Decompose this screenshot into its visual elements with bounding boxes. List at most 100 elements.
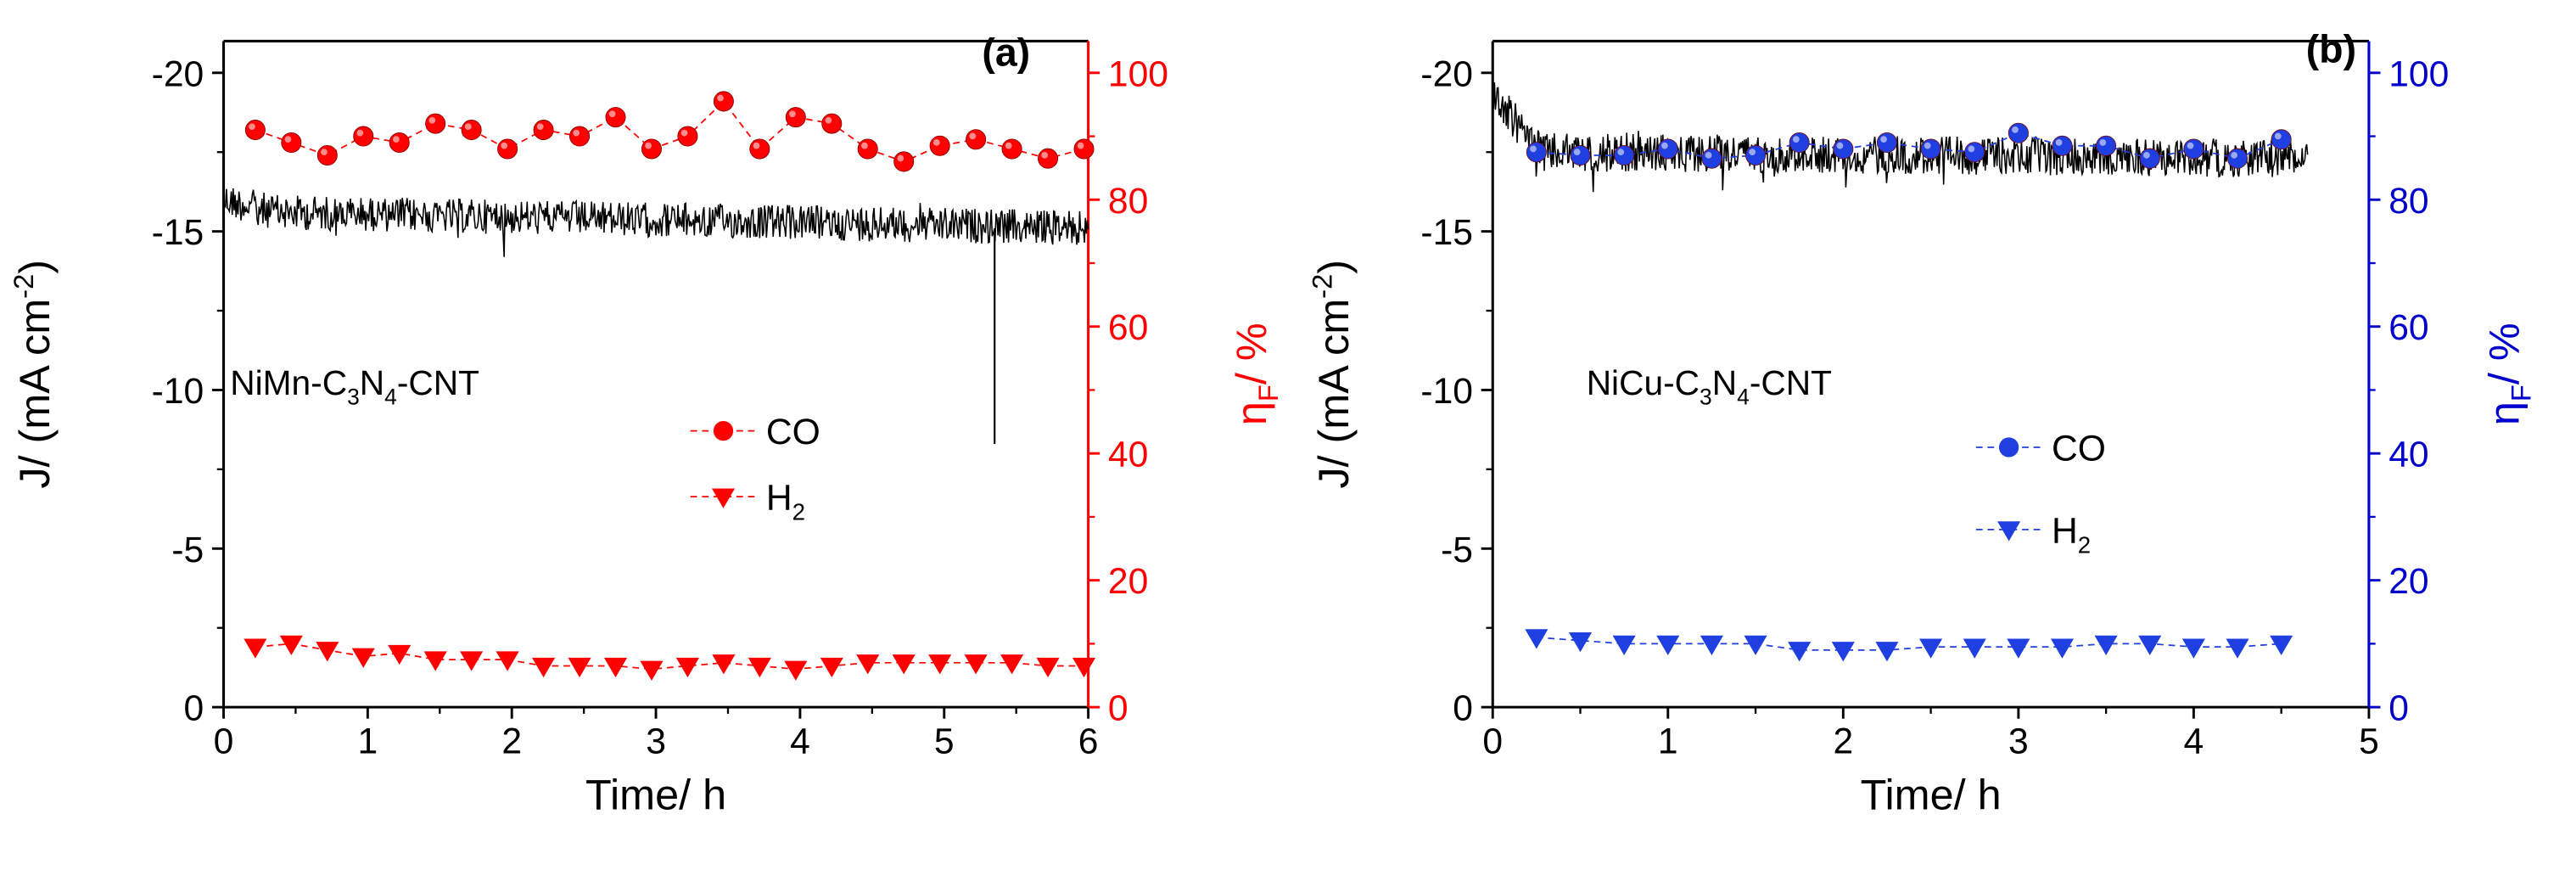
data-point-highlight [2231,151,2238,159]
data-point [1920,138,1941,160]
legend-marker [711,488,736,508]
y2-tick-label: 20 [2388,561,2428,602]
data-point-highlight [680,129,688,137]
y2-tick-label: 0 [2388,688,2409,729]
y-tick-label: -20 [1420,53,1473,94]
y2-tick-label: 80 [2388,181,2428,222]
data-point-highlight [1077,142,1084,149]
panel-label: (a) [982,31,1030,75]
y2-tick-label: 60 [1108,307,1148,348]
data-point [496,651,519,671]
series-line [255,643,1084,671]
x-axis-title: Time/ h [1861,770,2002,818]
data-point-highlight [249,123,255,131]
data-point [388,644,412,665]
series-line [255,100,1084,163]
data-point-highlight [1792,136,1800,143]
panel-label: (b) [2306,27,2356,71]
data-point [966,129,987,150]
sample-label: NiMn-C3N4-CNT [230,363,479,409]
y-tick-label: -15 [1420,212,1473,253]
data-point-highlight [825,116,832,124]
y2-axis-title: ηF/ % [2479,323,2536,425]
x-tick-label: 5 [934,721,955,761]
data-point [1001,138,1022,160]
data-point [2096,135,2117,156]
y-tick-label: 0 [1453,688,1473,729]
data-point [2183,138,2204,160]
legend-label: CO [766,412,820,452]
data-point-highlight [1041,151,1049,159]
x-tick-label: 2 [501,721,522,761]
data-point [2271,129,2292,150]
series-h2 [1525,629,2293,662]
data-point [2050,638,2075,659]
data-point-highlight [2187,142,2194,149]
x-tick-label: 5 [2359,721,2379,761]
y2-tick-label: 60 [2388,307,2428,348]
data-point-highlight [428,116,436,124]
data-point-highlight [1836,142,1844,149]
data-point [1831,642,1855,662]
data-point [497,138,518,160]
y-axis-title: J/ (mA cm-2) [8,260,59,489]
data-point [605,107,626,128]
data-point [713,91,734,112]
data-point [712,654,736,675]
data-point [1744,635,1767,655]
x-tick-label: 3 [646,721,666,761]
data-point [1073,138,1095,160]
data-point-highlight [2274,132,2282,140]
data-point [1072,657,1096,678]
series-co [1526,122,2292,169]
data-point-highlight [321,149,328,155]
data-point [821,113,843,134]
legend: CO H2 [690,412,820,525]
legend: CO H2 [1975,429,2106,558]
data-point [279,635,303,655]
data-point [1568,632,1593,653]
data-point [532,657,556,678]
y-tick-label: -20 [152,53,204,94]
data-point-highlight [356,129,364,137]
data-point [316,642,339,662]
data-point [244,638,267,659]
data-point-highlight [860,142,868,149]
data-point-highlight [897,154,904,162]
data-point [2227,148,2248,169]
x-tick-label: 2 [1833,721,1853,761]
data-point-highlight [2012,126,2019,133]
data-point [316,144,338,166]
x-tick-label: 6 [1078,721,1099,761]
data-point-highlight [573,129,580,137]
data-point-highlight [392,136,400,143]
data-point [389,132,410,154]
data-point [425,113,446,134]
data-point-highlight [1573,149,1581,155]
data-point [1919,638,1943,659]
data-point [2270,635,2293,655]
data-point [1876,132,1897,154]
data-point [1964,142,1985,163]
data-point [281,132,302,154]
data-point [784,660,808,681]
data-point [1000,654,1024,675]
legend-marker [1997,521,2021,542]
series-co [244,91,1095,172]
y2-tick-label: 0 [1108,688,1128,729]
y2-axis-title: ηF/ % [1227,323,1284,425]
y-tick-label: -5 [171,530,204,570]
data-point [640,660,664,681]
y-tick-label: -15 [152,212,204,253]
data-point [461,120,482,141]
data-point [351,648,375,668]
data-point-highlight [1661,142,1668,149]
y2-tick-label: 100 [1108,53,1168,94]
data-point [1875,642,1899,662]
legend-label: H2 [2052,510,2091,558]
data-point [929,135,950,156]
data-point-highlight [1617,149,1625,155]
y-axis-title: J/ (mA cm-2) [1307,260,1358,489]
